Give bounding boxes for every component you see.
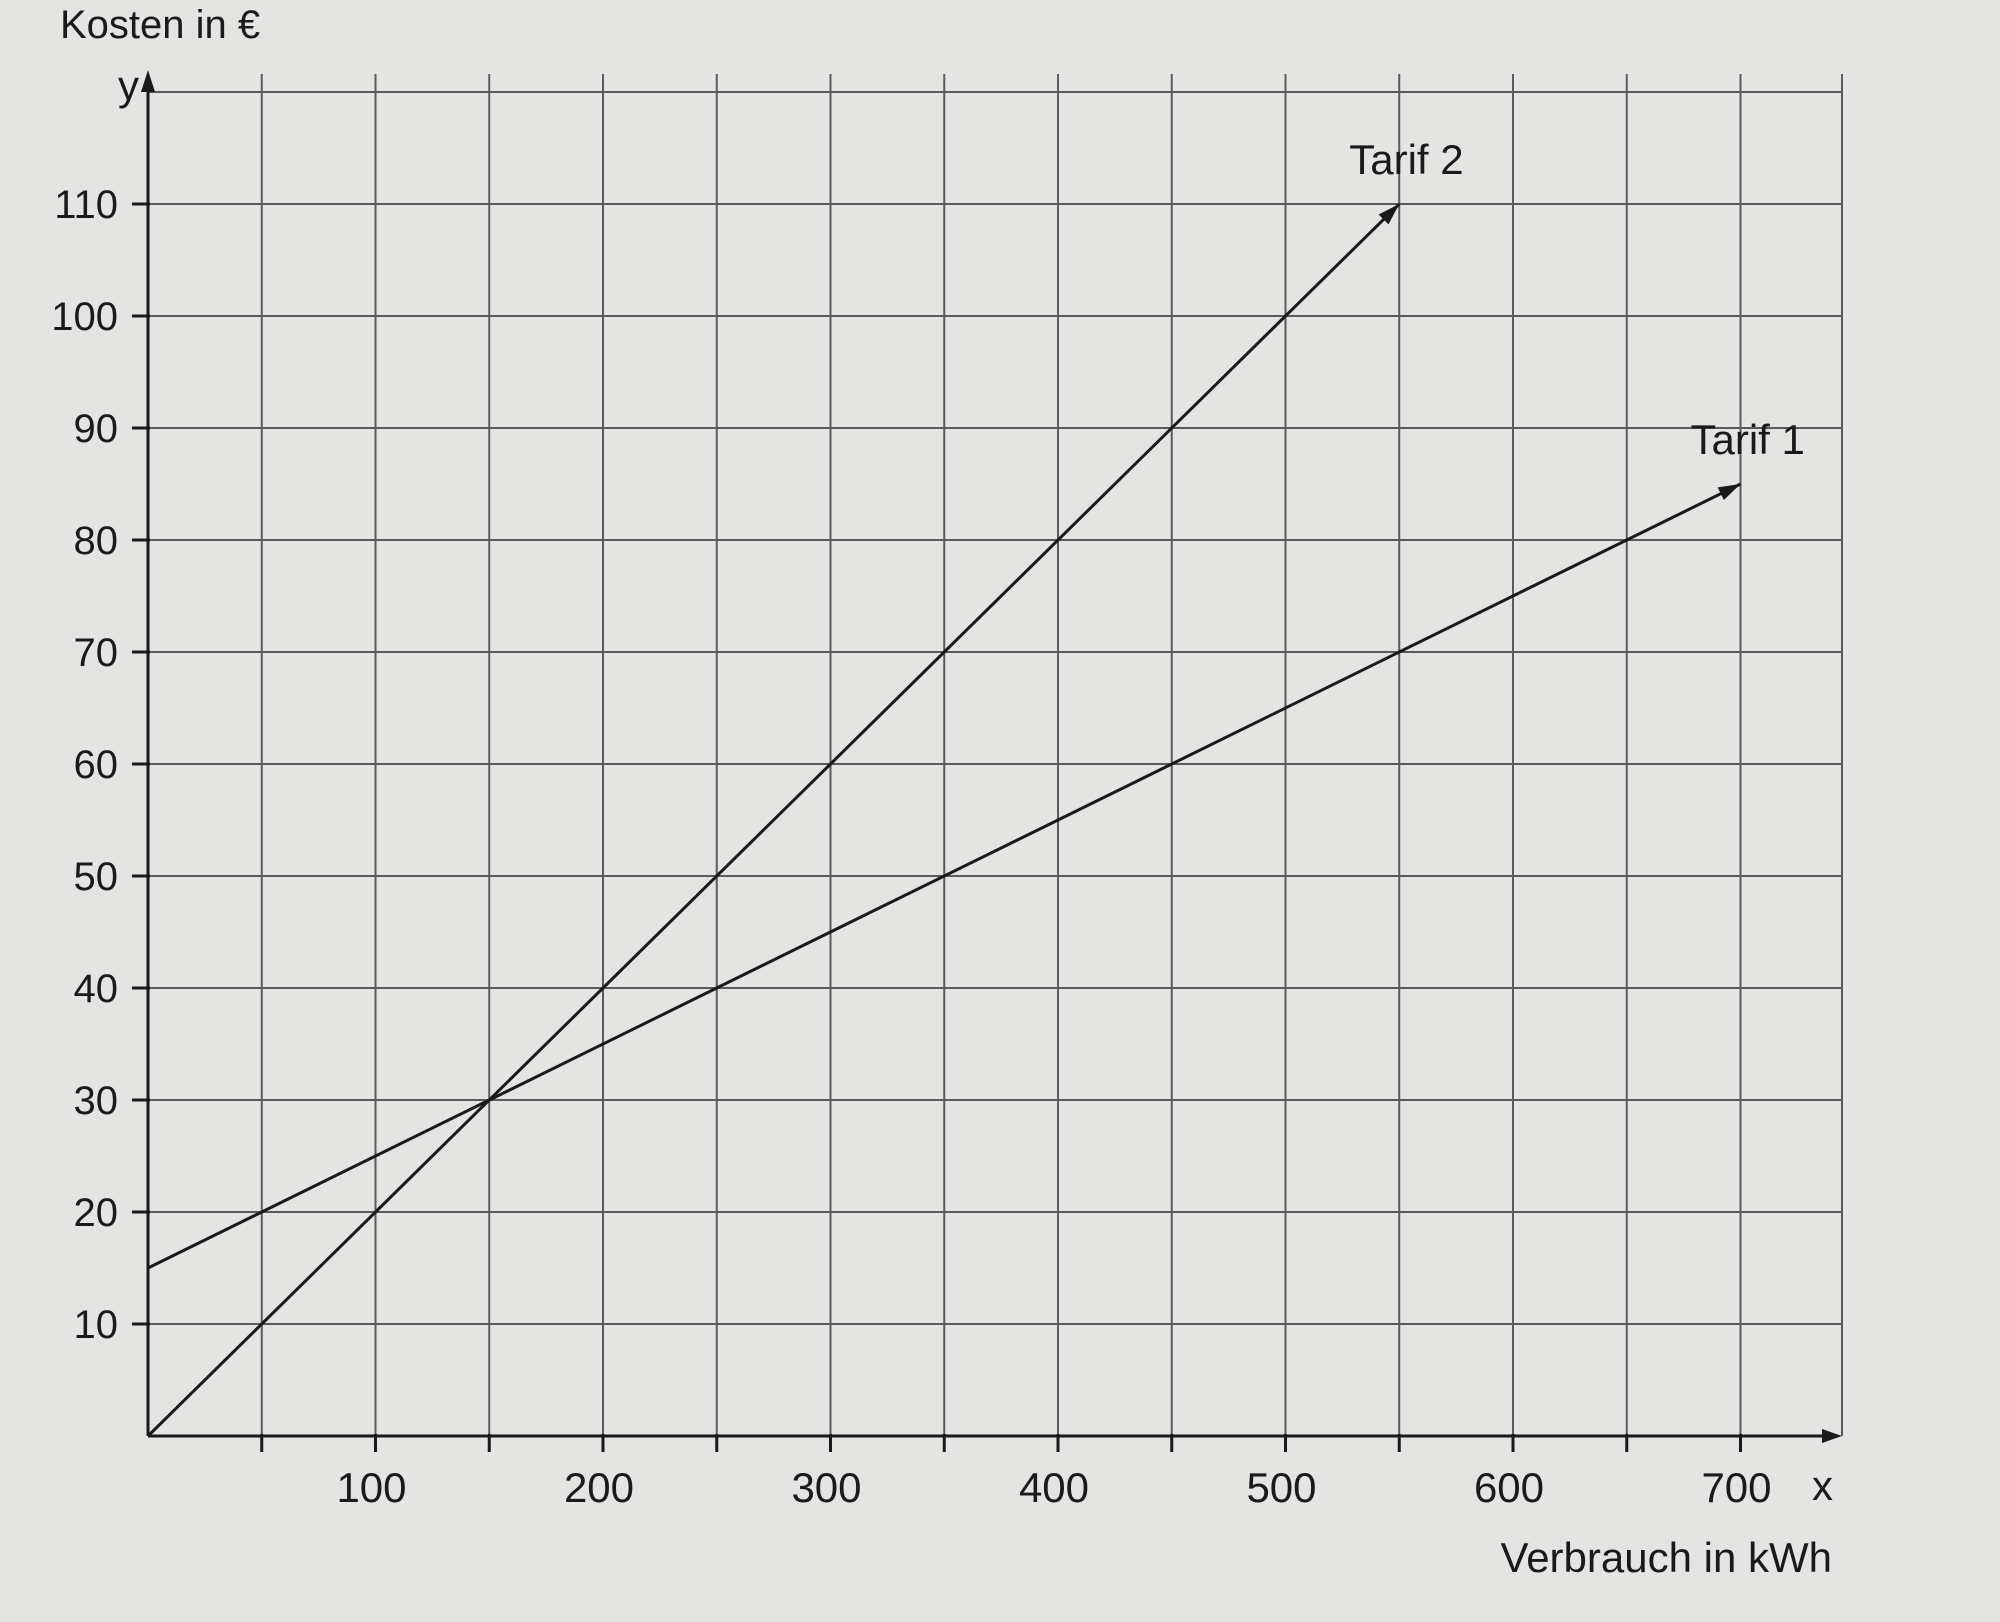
x-tick-label: 400 (1019, 1464, 1089, 1511)
x-tick-label: 700 (1701, 1464, 1771, 1511)
x-tick-label: 600 (1474, 1464, 1544, 1511)
y-tick-label: 110 (54, 183, 118, 227)
series-label-1: Tarif 1 (1691, 416, 1805, 463)
y-axis-title: Kosten in € (60, 3, 260, 47)
y-tick-label: 100 (51, 295, 118, 339)
series-arrowhead-2 (1378, 204, 1400, 225)
tick-labels: 100 200 300 400 500 600 700 10 20 30 40 50 60 70 80 90 1… (51, 183, 1771, 1511)
y-tick-label: 70 (74, 631, 119, 675)
x-axis-arrowhead (1822, 1429, 1842, 1443)
series-group: Tarif 1 Tarif 2 (146, 136, 1805, 1438)
x-axis-title: Verbrauch in kWh (1501, 1534, 1833, 1581)
x-axis-symbol: x (1812, 1462, 1833, 1509)
y-tick-label: 60 (74, 743, 119, 787)
y-tick-label: 90 (74, 407, 119, 451)
x-tick-label: 500 (1246, 1464, 1316, 1511)
grid (148, 74, 1843, 1436)
x-tick-label: 200 (564, 1464, 634, 1511)
y-tick-label: 30 (74, 1079, 119, 1123)
axis-ticks (132, 202, 1742, 1452)
y-tick-label: 50 (74, 855, 119, 899)
y-tick-label: 80 (74, 519, 119, 563)
x-tick-label: 300 (791, 1464, 861, 1511)
axes (141, 70, 1842, 1443)
series-line-2 (146, 202, 1401, 1438)
x-tick-label: 100 (336, 1464, 406, 1511)
series-line-1 (147, 482, 1742, 1270)
y-axis-symbol: y (118, 62, 139, 109)
series-arrowhead-1 (1717, 484, 1741, 500)
y-tick-label: 40 (74, 967, 119, 1011)
y-tick-label: 20 (74, 1191, 119, 1235)
y-tick-label: 10 (74, 1303, 119, 1347)
series-label-2: Tarif 2 (1349, 136, 1463, 183)
y-axis-arrowhead (141, 70, 155, 92)
